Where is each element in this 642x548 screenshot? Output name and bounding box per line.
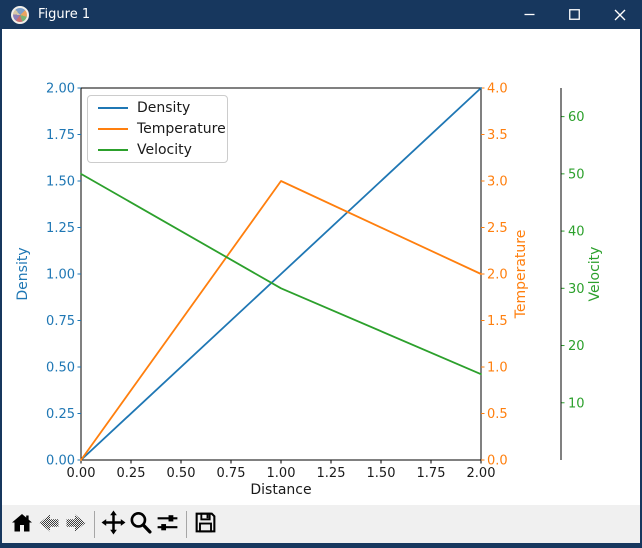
toolbar-separator [94, 510, 95, 538]
y-tick-label: 1.75 [46, 128, 75, 143]
x-tick-label: 0.25 [117, 466, 146, 481]
y-tick-label: 10 [568, 396, 585, 411]
legend-line-density [98, 107, 128, 109]
y-tick-label: 1.50 [46, 175, 75, 190]
y-tick-label: 1.25 [46, 221, 75, 236]
legend-label: Velocity [137, 142, 192, 158]
y-axis-label-velocity: Velocity [587, 247, 603, 302]
x-axis-label: Distance [250, 482, 311, 498]
y-tick-label: 1.5 [487, 314, 508, 329]
y-tick-label: 0.5 [487, 407, 508, 422]
y-tick-label: 3.5 [487, 128, 508, 143]
close-button[interactable] [597, 0, 642, 29]
window-title: Figure 1 [38, 7, 91, 22]
x-tick-label: 1.25 [317, 466, 346, 481]
legend-label: Temperature [137, 121, 226, 137]
pan-button[interactable] [100, 508, 127, 540]
forward-button[interactable] [62, 508, 89, 540]
minimize-icon [524, 9, 535, 20]
legend-line-temperature [98, 128, 128, 130]
y-tick-label: 0.0 [487, 454, 508, 469]
y-tick-label: 50 [568, 167, 585, 182]
y-axis-label-temperature: Temperature [513, 230, 529, 320]
back-arrow-icon [37, 511, 61, 538]
matplotlib-logo-icon [11, 5, 29, 24]
home-button[interactable] [8, 508, 35, 540]
y-tick-label: 0.75 [46, 314, 75, 329]
forward-arrow-icon [64, 511, 88, 538]
y-tick-label: 4.0 [487, 82, 508, 97]
series-velocity [80, 172, 482, 376]
home-icon [10, 511, 34, 538]
maximize-button[interactable] [552, 0, 597, 29]
legend-entry-temperature: Temperature [98, 121, 227, 137]
save-button[interactable] [192, 508, 219, 540]
x-tick-label: 1.50 [367, 466, 396, 481]
back-button[interactable] [35, 508, 62, 540]
y-tick-label: 40 [568, 225, 585, 240]
sliders-icon [155, 510, 180, 538]
y-tick-label: 2.00 [46, 82, 75, 97]
x-tick-label: 0.50 [167, 466, 196, 481]
x-tick-label: 1.75 [417, 466, 446, 481]
x-tick-label: 1.00 [267, 466, 296, 481]
y-tick-label: 0.25 [46, 407, 75, 422]
maximize-icon [569, 9, 580, 20]
y-tick-label: 20 [568, 339, 585, 354]
series-temperature [80, 180, 482, 461]
y-tick-label: 1.0 [487, 361, 508, 376]
pan-icon [101, 510, 126, 538]
chart-plot: 0.00 0.25 0.50 0.75 1.00 1.25 1.50 1.75 2.00 Dist… [15, 82, 603, 499]
legend: Density Temperature Velocity [87, 95, 228, 163]
navigation-toolbar [2, 505, 640, 543]
configure-subplots-button[interactable] [154, 508, 181, 540]
legend-entry-velocity: Velocity [98, 142, 227, 158]
y-tick-label: 2.0 [487, 268, 508, 283]
series-density [80, 87, 482, 461]
legend-label: Density [137, 100, 191, 116]
figure-canvas[interactable]: 0.00 0.25 0.50 0.75 1.00 1.25 1.50 1.75 2.00 Dist… [2, 29, 640, 505]
y-tick-label: 0.50 [46, 361, 75, 376]
toolbar-separator [186, 510, 187, 538]
y-tick-label: 30 [568, 282, 585, 297]
x-tick-label: 0.75 [217, 466, 246, 481]
y-tick-label: 1.00 [46, 268, 75, 283]
legend-entry-density: Density [98, 100, 227, 116]
close-icon [614, 9, 626, 21]
save-floppy-icon [193, 510, 218, 538]
x-tick-label: 2.00 [467, 466, 496, 481]
x-tick-label: 0.00 [67, 466, 96, 481]
y-tick-label: 2.5 [487, 221, 508, 236]
titlebar: Figure 1 [0, 0, 642, 29]
zoom-to-rect-button[interactable] [127, 508, 154, 540]
y-tick-label: 60 [568, 110, 585, 125]
y-tick-label: 0.00 [46, 454, 75, 469]
legend-line-velocity [98, 149, 128, 151]
y-tick-label: 3.0 [487, 175, 508, 190]
minimize-button[interactable] [507, 0, 552, 29]
y-axis-label-density: Density [15, 247, 31, 300]
magnifier-icon [128, 510, 153, 538]
